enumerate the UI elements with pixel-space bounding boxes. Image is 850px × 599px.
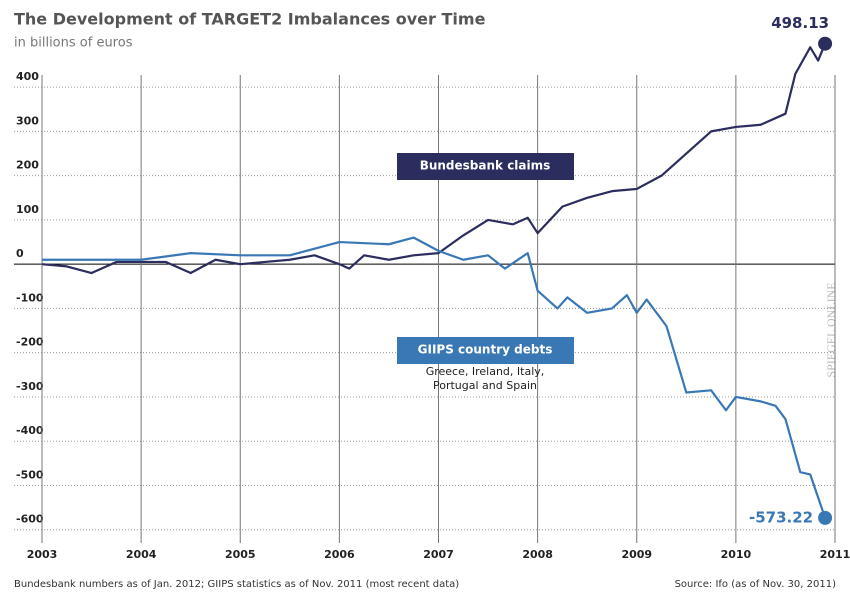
annotation: Portugal and Spain (433, 379, 537, 392)
y-tick-label: -300 (16, 380, 44, 393)
x-tick-label: 2006 (324, 548, 355, 561)
y-tick-label: 100 (16, 203, 39, 216)
annotation: Greece, Ireland, Italy, (426, 365, 545, 378)
y-tick-label: -600 (16, 513, 44, 526)
watermark: SPIEGEL ONLINE (824, 282, 838, 377)
y-tick-label: -100 (16, 291, 44, 304)
source: Source: Ifo (as of Nov. 30, 2011) (675, 579, 837, 590)
y-tick-label: -400 (16, 424, 44, 437)
legend-box (397, 153, 574, 180)
x-tick-label: 2004 (126, 548, 157, 561)
x-tick-label: 2007 (423, 548, 454, 561)
chart-subtitle: in billions of euros (14, 36, 133, 51)
value-label: -573.22 (749, 508, 813, 526)
y-tick-label: -500 (16, 468, 44, 481)
y-tick-label: -200 (16, 336, 44, 349)
y-tick-label: 400 (16, 70, 39, 83)
chart-title: The Development of TARGET2 Imbalances ov… (14, 10, 486, 29)
series-line (41, 43, 827, 275)
series-line (42, 236, 827, 519)
footnote: Bundesbank numbers as of Jan. 2012; GIIP… (14, 579, 459, 590)
value-label: 498.13 (771, 14, 829, 32)
y-tick-label: 0 (16, 247, 24, 260)
legend-label: Bundesbank claims (420, 159, 551, 173)
x-tick-label: 2005 (225, 548, 256, 561)
legend-box (397, 337, 574, 364)
y-tick-label: 300 (16, 114, 39, 127)
x-tick-label: 2009 (621, 548, 652, 561)
x-tick-label: 2008 (522, 548, 553, 561)
x-tick-label: 2011 (820, 548, 850, 561)
y-tick-label: 200 (16, 159, 39, 172)
x-tick-label: 2003 (27, 548, 58, 561)
legend-label: GIIPS country debts (418, 343, 553, 357)
x-tick-label: 2010 (721, 548, 752, 561)
end-point (818, 510, 833, 525)
end-point (818, 36, 833, 51)
